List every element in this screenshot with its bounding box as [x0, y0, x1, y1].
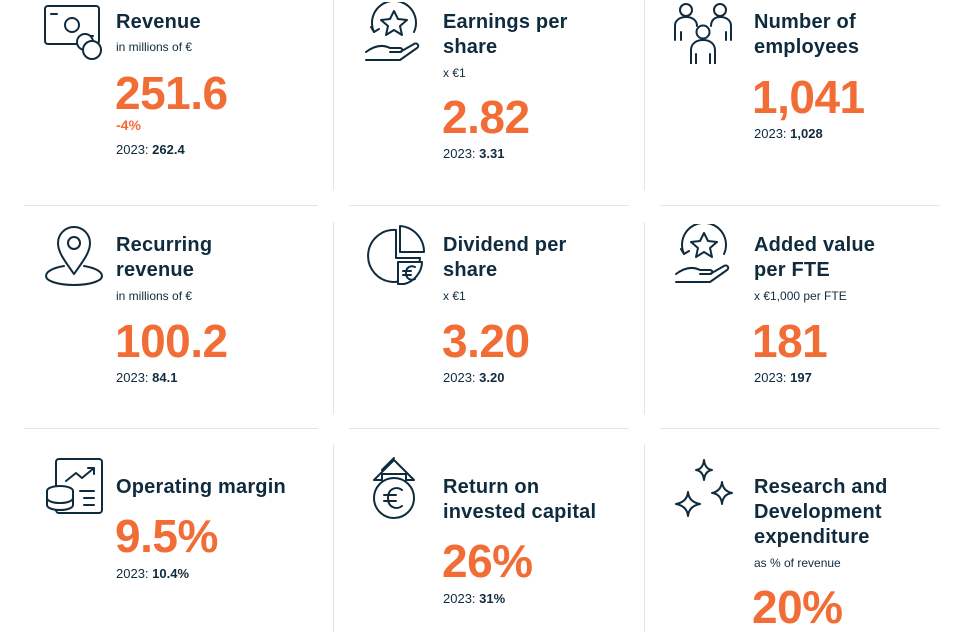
previous-value: 84.1: [152, 370, 178, 385]
banknote-coins-icon: [42, 2, 106, 66]
kpi-change: -4%: [116, 117, 141, 133]
row-divider: [24, 205, 318, 206]
title-line: Development: [754, 501, 882, 523]
kpi-previous: 2023: 262.4: [116, 142, 185, 157]
title-line: Research and: [754, 476, 888, 498]
database-chart-icon: [42, 455, 106, 519]
previous-label: 2023:: [754, 126, 787, 141]
kpi-subtitle: as % of revenue: [754, 556, 841, 570]
kpi-value: 20%: [752, 581, 843, 633]
kpi-value: 9.5%: [115, 510, 218, 562]
kpi-subtitle: x €1: [443, 289, 466, 303]
previous-value: 1,028: [790, 126, 823, 141]
previous-label: 2023:: [116, 370, 149, 385]
column-divider: [644, 444, 645, 632]
previous-label: 2023:: [443, 370, 476, 385]
column-divider: [644, 0, 645, 190]
row-divider: [24, 428, 318, 429]
previous-value: 3.31: [479, 146, 505, 161]
pie-euro-icon: [362, 224, 426, 288]
title-line: Recurring: [116, 234, 213, 256]
kpi-subtitle: in millions of €: [116, 40, 193, 54]
previous-label: 2023:: [754, 370, 787, 385]
kpi-title: Recurring revenue: [116, 233, 212, 283]
kpi-title: Dividend per share: [443, 233, 567, 283]
title-line: Number of: [754, 11, 856, 33]
previous-value: 3.20: [479, 370, 505, 385]
kpi-subtitle: x €1,000 per FTE: [754, 289, 847, 303]
kpi-value: 181: [752, 315, 828, 367]
previous-label: 2023:: [443, 146, 476, 161]
previous-value: 31%: [479, 591, 506, 606]
kpi-previous: 2023: 1,028: [754, 126, 823, 141]
kpi-previous: 2023: 3.20: [443, 370, 504, 385]
kpi-previous: 2023: 197: [754, 370, 812, 385]
kpi-title: Operating margin: [116, 476, 286, 498]
kpi-title: Revenue: [116, 11, 201, 33]
column-divider: [333, 444, 334, 632]
row-divider: [349, 428, 629, 429]
title-line: Return on: [443, 476, 540, 498]
column-divider: [333, 222, 334, 414]
title-line: employees: [754, 36, 860, 58]
kpi-previous: 2023: 10.4%: [116, 566, 189, 581]
title-line: expenditure: [754, 526, 870, 548]
row-divider: [349, 205, 629, 206]
location-pin-icon: [42, 224, 106, 288]
kpi-previous: 2023: 31%: [443, 591, 505, 606]
previous-value: 10.4%: [152, 566, 190, 581]
star-hand-icon: [362, 2, 426, 66]
title-line: share: [443, 259, 498, 281]
kpi-title: Added value per FTE: [754, 233, 875, 283]
sparkles-icon: [672, 456, 736, 520]
title-line: Added value: [754, 234, 876, 256]
title-line: share: [443, 36, 498, 58]
title-line: invested capital: [443, 501, 597, 523]
title-line: per FTE: [754, 259, 830, 281]
kpi-title: Return on invested capital: [443, 475, 596, 525]
kpi-subtitle: x €1: [443, 66, 466, 80]
kpi-title: Number of employees: [754, 10, 859, 60]
previous-value: 262.4: [152, 142, 185, 157]
kpi-value: 26%: [442, 535, 533, 587]
kpi-title: Earnings per share: [443, 10, 568, 60]
kpi-value: 1,041: [752, 71, 865, 123]
column-divider: [644, 222, 645, 414]
column-divider: [333, 0, 334, 190]
people-icon: [672, 0, 736, 64]
previous-label: 2023:: [116, 142, 149, 157]
kpi-subtitle: in millions of €: [116, 289, 193, 303]
euro-arrow-icon: [362, 456, 426, 520]
kpi-value: 3.20: [442, 315, 530, 367]
kpi-previous: 2023: 3.31: [443, 146, 504, 161]
kpi-value: 251.6: [115, 67, 228, 119]
kpi-value: 2.82: [442, 91, 530, 143]
previous-value: 197: [790, 370, 812, 385]
previous-label: 2023:: [443, 591, 476, 606]
title-line: revenue: [116, 259, 195, 281]
title-line: Earnings per: [443, 11, 568, 33]
previous-label: 2023:: [116, 566, 149, 581]
star-hand-icon: [672, 224, 736, 288]
row-divider: [660, 205, 940, 206]
row-divider: [660, 428, 940, 429]
kpi-previous: 2023: 84.1: [116, 370, 177, 385]
kpi-value: 100.2: [115, 315, 228, 367]
title-line: Dividend per: [443, 234, 567, 256]
kpi-title: Research and Development expenditure: [754, 475, 888, 550]
